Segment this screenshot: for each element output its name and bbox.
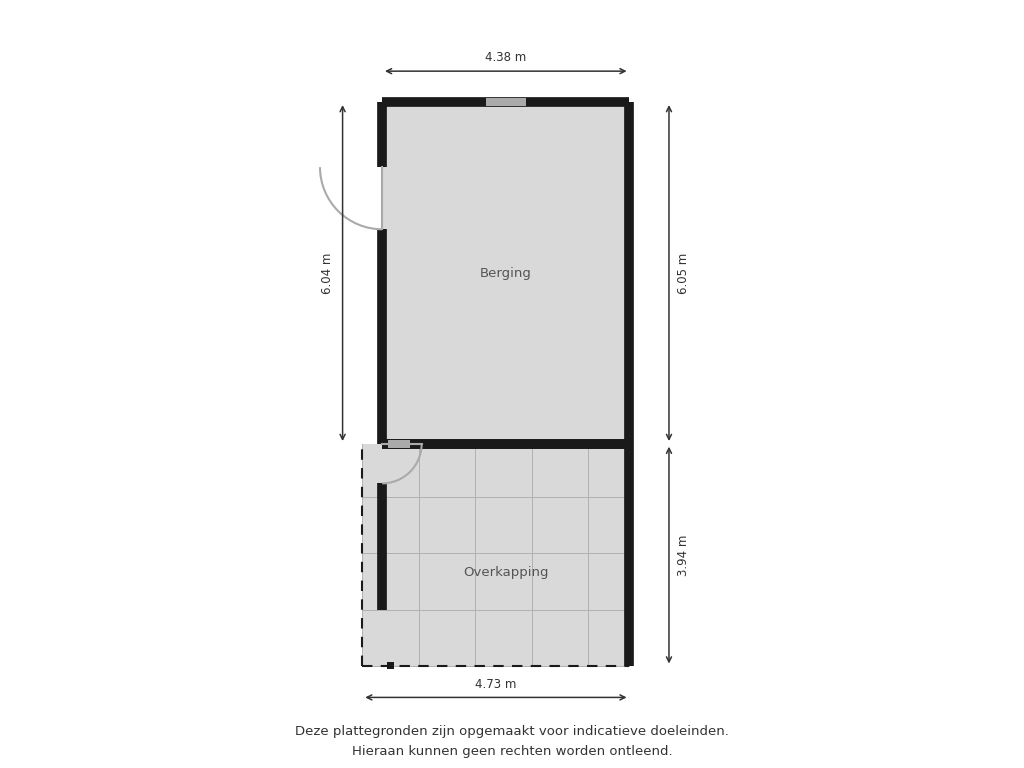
- Text: Hieraan kunnen geen rechten worden ontleend.: Hieraan kunnen geen rechten worden ontle…: [351, 745, 673, 757]
- Bar: [486, 98, 525, 106]
- Bar: [382, 102, 630, 444]
- Text: 6.05 m: 6.05 m: [678, 253, 690, 293]
- Bar: [388, 440, 411, 448]
- Text: Deze plattegronden zijn opgemaakt voor indicatieve doeleinden.: Deze plattegronden zijn opgemaakt voor i…: [295, 725, 729, 737]
- Text: 4.73 m: 4.73 m: [475, 677, 516, 690]
- Bar: [387, 662, 394, 669]
- Bar: [362, 444, 630, 667]
- Text: 4.38 m: 4.38 m: [485, 51, 526, 65]
- Text: Overkapping: Overkapping: [463, 565, 549, 578]
- Text: 3.94 m: 3.94 m: [678, 535, 690, 576]
- Text: Berging: Berging: [480, 266, 531, 280]
- Text: 6.04 m: 6.04 m: [322, 253, 334, 293]
